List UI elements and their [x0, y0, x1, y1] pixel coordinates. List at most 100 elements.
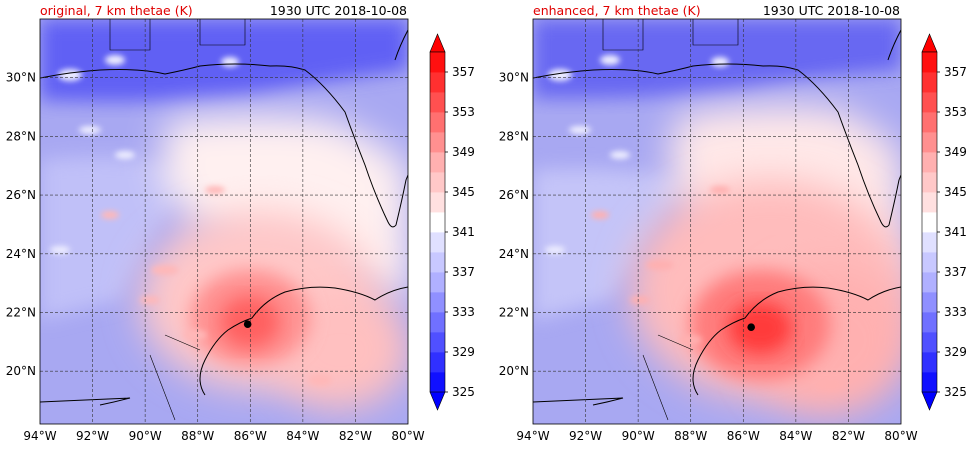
panel-title-original: original, 7 km thetae (K)	[40, 3, 193, 18]
lat-tick-label: 26°N	[499, 188, 529, 202]
colorbar-segment	[922, 272, 937, 293]
colorbar-segment	[922, 72, 937, 93]
colorbar-segment	[430, 112, 445, 133]
colorbar-frame	[921, 51, 938, 393]
lat-tick-label: 20°N	[6, 364, 36, 378]
colorbar-segment	[922, 52, 937, 73]
lat-tick-label: 28°N	[499, 129, 529, 143]
colorbar-segment	[922, 232, 937, 253]
colorbar-segment	[922, 352, 937, 373]
panel-title-enhanced: enhanced, 7 km thetae (K)	[533, 3, 701, 18]
lat-tick-label: 24°N	[6, 247, 36, 261]
colorbar-frame	[429, 51, 446, 393]
colorbar-original: 325 329 333 337 341 345 349 353 357	[429, 33, 475, 411]
colorbar-segment	[430, 312, 445, 333]
lon-ticks-enhanced: 94°W 92°W 90°W 88°W 86°W 84°W 82°W 80°W	[516, 429, 917, 443]
map-panel-enhanced: enhanced, 7 km thetae (K) 1930 UTC 2018-…	[499, 3, 918, 443]
lat-tick-label: 30°N	[6, 71, 36, 85]
colorbar-tick-label: 353	[944, 105, 967, 119]
lon-tick-label: 82°W	[832, 429, 865, 443]
lat-tick-label: 30°N	[499, 71, 529, 85]
coastline-enhanced	[533, 29, 901, 406]
colorbar-segment	[922, 292, 937, 313]
colorbar-segment	[430, 352, 445, 373]
map-frame-enhanced	[532, 18, 902, 425]
borders-enhanced	[602, 19, 739, 421]
colorbar-tick-label: 333	[452, 305, 475, 319]
lon-tick-label: 84°W	[779, 429, 812, 443]
colorbar-tick-label: 325	[944, 385, 967, 399]
colorbar-tick-label: 349	[452, 145, 475, 159]
colorbar-segment	[430, 252, 445, 273]
colorbar-tick-label: 325	[452, 385, 475, 399]
colorbar-tick-label: 357	[452, 65, 475, 79]
colorbar-tick-label: 341	[944, 225, 967, 239]
colorbar-segment	[922, 112, 937, 133]
colorbar-extend-bottom	[921, 391, 938, 411]
colorbar-tick-label: 341	[452, 225, 475, 239]
colorbar-segment	[430, 52, 445, 73]
borders-original	[109, 19, 246, 421]
lon-tick-label: 94°W	[516, 429, 549, 443]
lat-tick-label: 26°N	[6, 188, 36, 202]
colorbar-segment	[430, 132, 445, 153]
colorbar-tick-label: 357	[944, 65, 967, 79]
colorbar-extend-top	[921, 33, 938, 53]
colorbar-segment	[430, 332, 445, 353]
colorbar-segment	[922, 212, 937, 233]
colorbar-segment	[430, 372, 445, 393]
panel-time-enhanced: 1930 UTC 2018-10-08	[763, 3, 900, 18]
map-field-original	[40, 19, 408, 424]
gridlines-enhanced	[533, 19, 901, 424]
lon-tick-label: 82°W	[339, 429, 372, 443]
colorbar-segment	[430, 92, 445, 113]
lon-tick-label: 80°W	[391, 429, 424, 443]
lat-tick-label: 20°N	[499, 364, 529, 378]
storm-center-marker-original	[243, 320, 252, 329]
colorbar-segment	[430, 272, 445, 293]
map-frame-original	[39, 18, 409, 425]
colorbar-segment	[430, 212, 445, 233]
panel-time-original: 1930 UTC 2018-10-08	[270, 3, 407, 18]
lat-tick-label: 22°N	[499, 305, 529, 319]
colorbar-extend-bottom	[429, 391, 446, 411]
colorbar-extend-top	[429, 33, 446, 53]
colorbar-tick-label: 345	[452, 185, 475, 199]
colorbar-tick-label: 329	[452, 345, 475, 359]
colorbar-tick-label: 345	[944, 185, 967, 199]
lon-ticks-original: 94°W 92°W 90°W 88°W 86°W 84°W 82°W 80°W	[23, 429, 424, 443]
lat-tick-label: 24°N	[499, 247, 529, 261]
lon-tick-label: 88°W	[674, 429, 707, 443]
colorbar-segment	[922, 132, 937, 153]
colorbar-segment	[922, 192, 937, 213]
map-field-enhanced	[533, 19, 901, 424]
colorbar-enhanced: 325 329 333 337 341 345 349 353 357	[921, 33, 967, 411]
colorbar-tick-label: 349	[944, 145, 967, 159]
lon-tick-label: 92°W	[569, 429, 602, 443]
colorbar-segment	[430, 172, 445, 193]
storm-center-marker-enhanced	[747, 323, 755, 331]
colorbar-segment	[430, 72, 445, 93]
lat-tick-label: 28°N	[6, 129, 36, 143]
lon-tick-label: 94°W	[23, 429, 56, 443]
colorbar-segment	[430, 232, 445, 253]
map-panel-original: original, 7 km thetae (K) 1930 UTC 2018-…	[6, 3, 425, 443]
lon-tick-label: 88°W	[181, 429, 214, 443]
colorbar-tick-label: 333	[944, 305, 967, 319]
colorbar-segment	[430, 192, 445, 213]
colorbar-segment	[922, 332, 937, 353]
lon-tick-label: 92°W	[76, 429, 109, 443]
lon-tick-label: 86°W	[234, 429, 267, 443]
colorbar-tick-label: 329	[944, 345, 967, 359]
lon-tick-label: 86°W	[727, 429, 760, 443]
lat-ticks-enhanced: 20°N 22°N 24°N 26°N 28°N 30°N	[499, 71, 529, 378]
colorbar-segment	[430, 292, 445, 313]
colorbar-tick-label: 337	[944, 265, 967, 279]
colorbar-segment	[430, 152, 445, 173]
colorbar-segment	[922, 92, 937, 113]
lat-ticks-original: 20°N 22°N 24°N 26°N 28°N 30°N	[6, 71, 36, 378]
colorbar-segment	[922, 152, 937, 173]
lon-tick-label: 84°W	[286, 429, 319, 443]
colorbar-segment	[922, 252, 937, 273]
